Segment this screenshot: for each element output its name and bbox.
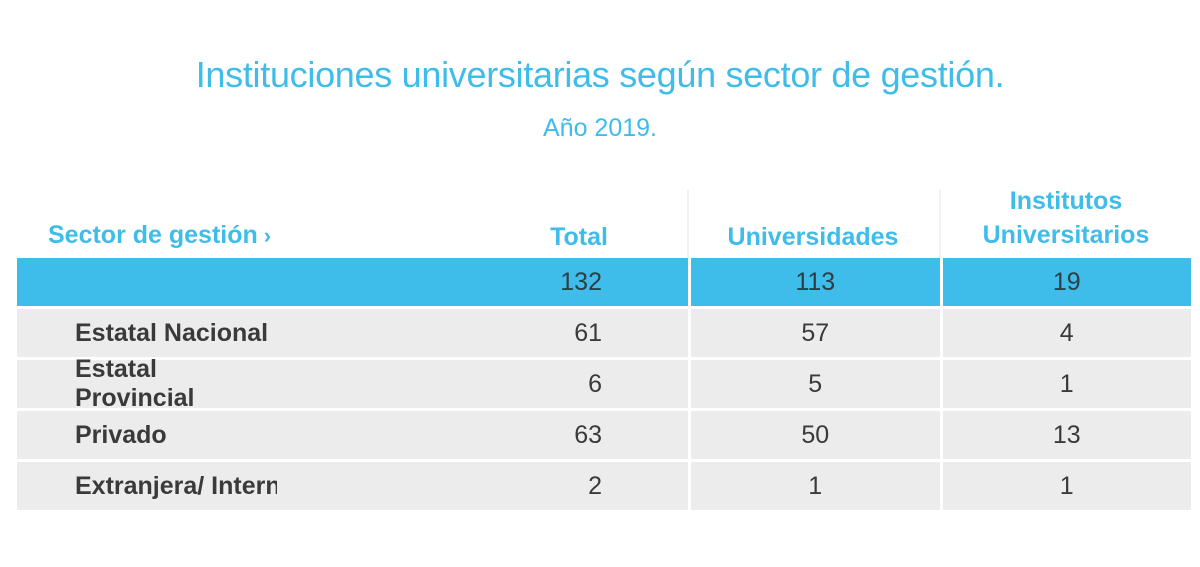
row-label: [17, 258, 277, 306]
header-institutos: Institutos Universitarios: [941, 184, 1191, 252]
row-label-cell: Estatal Nacional 61: [17, 309, 688, 357]
cell-total: 6: [277, 360, 688, 408]
total-row-label-cell: 132: [17, 258, 688, 306]
header-total: Total: [470, 220, 680, 254]
chevron-right-icon: ›: [263, 223, 272, 248]
cell-institutos: 1: [942, 462, 1191, 510]
cell-universidades: 5: [691, 360, 940, 408]
cell-universidades: 50: [691, 411, 940, 459]
cell-total: 63: [277, 411, 688, 459]
header-institutos-line1: Institutos: [1009, 187, 1123, 215]
row-label: Extranjera/ Internacional: [17, 462, 367, 510]
header-sector: Sector de gestión ›: [48, 218, 271, 253]
data-table: 132 113 19 Estatal Nacional 61 57 4 Esta…: [17, 258, 1191, 513]
cell-total: 2: [277, 462, 688, 510]
header-universidades: Universidades: [727, 223, 899, 251]
header-total-label: Total: [550, 223, 608, 251]
column-divider: [939, 190, 941, 258]
table-row-total: 132 113 19: [17, 258, 1191, 306]
chart-subtitle: Año 2019.: [543, 114, 657, 142]
row-label: Estatal Provincial: [17, 355, 277, 412]
table-row: Estatal Nacional 61 57 4: [17, 309, 1191, 357]
cell-total: 132: [277, 258, 688, 306]
column-divider: [687, 190, 689, 258]
cell-institutos: 19: [942, 258, 1191, 306]
header-sector-label: Sector de gestión: [48, 221, 258, 249]
cell-institutos: 13: [942, 411, 1191, 459]
cell-universidades: 57: [691, 309, 940, 357]
row-label: Privado: [17, 411, 277, 459]
table-row: Privado 63 50 13: [17, 411, 1191, 459]
row-label: Estatal Nacional: [17, 309, 277, 357]
row-label-cell: Estatal Provincial 6: [17, 355, 688, 412]
table-row: Estatal Provincial 6 5 1: [17, 355, 1191, 412]
header-institutos-line2: Universitarios: [982, 221, 1150, 249]
cell-institutos: 4: [942, 309, 1191, 357]
table-row: Extranjera/ Internacional 2 1 1: [17, 462, 1191, 510]
cell-universidades: 113: [691, 258, 940, 306]
cell-total: 61: [277, 309, 688, 357]
chart-title: Instituciones universitarias según secto…: [195, 54, 1005, 95]
row-label-cell: Extranjera/ Internacional 2: [17, 462, 688, 510]
cell-universidades: 1: [691, 462, 940, 510]
cell-institutos: 1: [942, 360, 1191, 408]
row-label-cell: Privado 63: [17, 411, 688, 459]
